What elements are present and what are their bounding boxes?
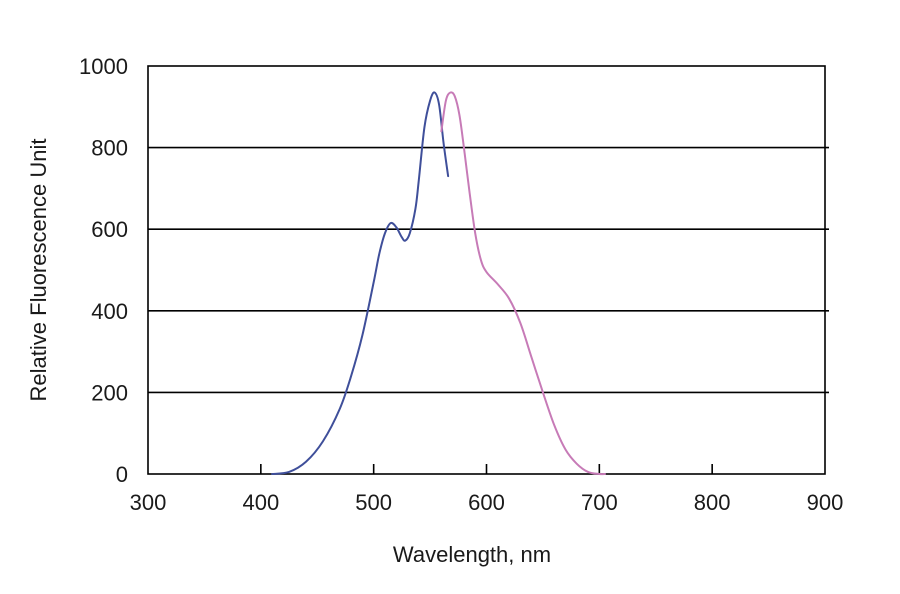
series-line-2 <box>440 91 606 476</box>
y-tick-label-0: 0 <box>116 462 128 487</box>
plot-area-frame <box>147 65 826 475</box>
y-tick-label-400: 400 <box>91 299 128 324</box>
grid-lines <box>148 146 829 394</box>
y-axis-title: Relative Fluorescence Unit <box>26 139 51 402</box>
y-tick-label-200: 200 <box>91 380 128 405</box>
x-tick-label-500: 500 <box>355 490 392 515</box>
y-tick-label-600: 600 <box>91 217 128 242</box>
series-line-1 <box>271 91 450 475</box>
x-tick-label-800: 800 <box>694 490 731 515</box>
x-tick-label-700: 700 <box>581 490 618 515</box>
series-lines <box>271 91 606 476</box>
x-axis-ticks: 300 400 500 600 700 800 900 <box>130 464 844 515</box>
x-tick-label-300: 300 <box>130 490 167 515</box>
y-tick-label-800: 800 <box>91 136 128 161</box>
x-tick-label-900: 900 <box>807 490 844 515</box>
y-axis-ticks: 0 200 400 600 800 1000 <box>79 54 128 487</box>
y-tick-label-1000: 1000 <box>79 54 128 79</box>
x-axis-title: Wavelength, nm <box>393 542 551 567</box>
x-tick-label-400: 400 <box>242 490 279 515</box>
x-tick-label-600: 600 <box>468 490 505 515</box>
